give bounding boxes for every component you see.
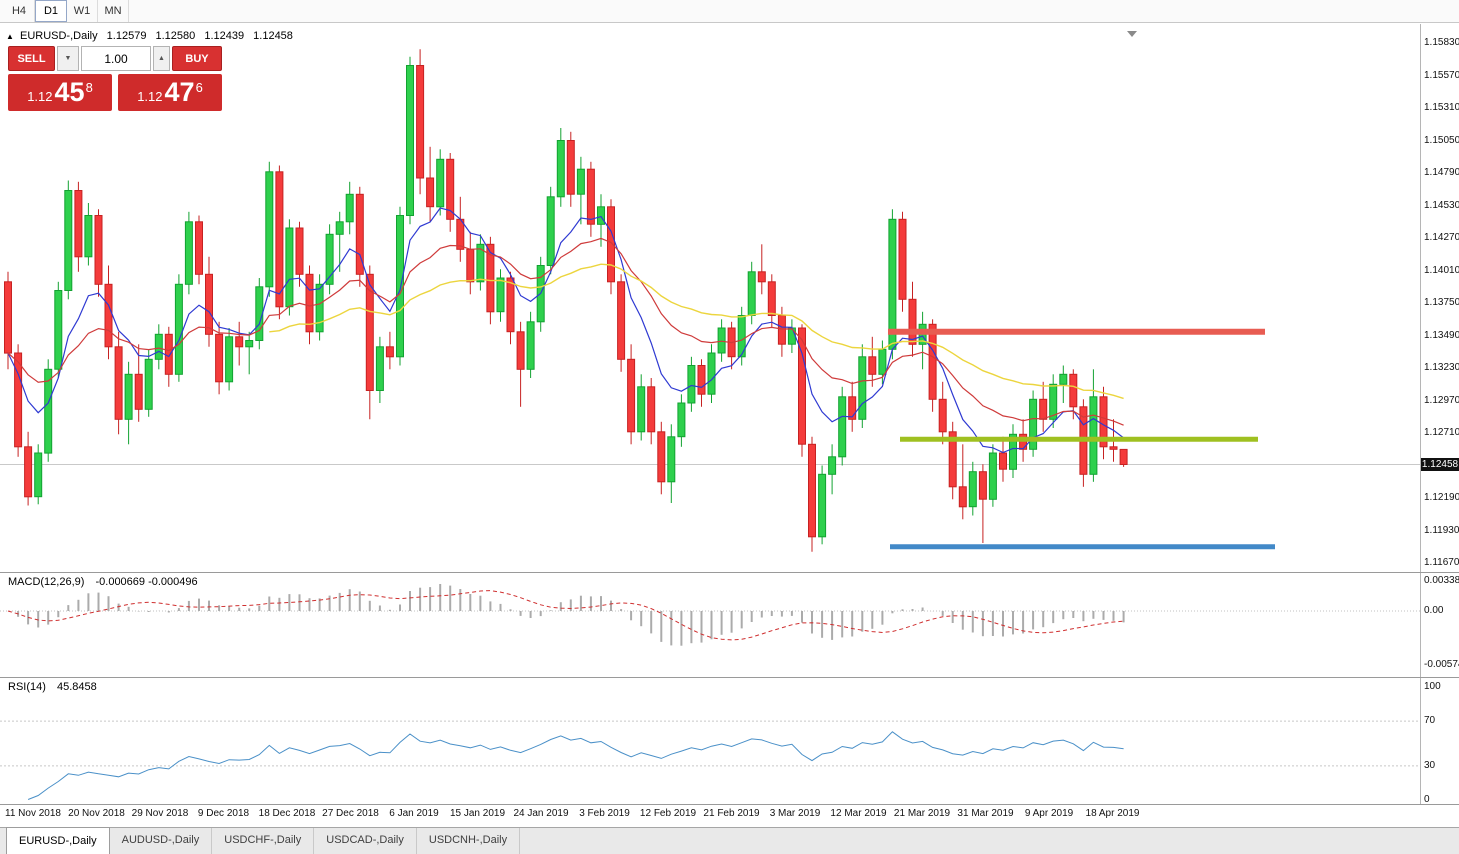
current-price-badge: 1.12458 (1421, 458, 1459, 471)
panel-separator-rsi[interactable] (0, 677, 1459, 678)
candlestick-series (4, 49, 1128, 552)
chart-symbol-label: EURUSD-,Daily (19, 30, 98, 42)
chevron-up-icon: ▲ (158, 55, 165, 62)
chart-tab-usdcad[interactable]: USDCAD-,Daily (314, 828, 417, 854)
macd-label: MACD(12,26,9) -0.000669 -0.000496 (8, 576, 198, 588)
chart-tabs-bar: EURUSD-,Daily AUDUSD-,Daily USDCHF-,Dail… (0, 827, 1459, 854)
volume-decrease-button[interactable]: ▼ (57, 46, 79, 71)
rsi-value: 45.8458 (56, 681, 97, 693)
chart-tab-usdcnh[interactable]: USDCNH-,Daily (417, 828, 521, 854)
panel-separator-macd[interactable] (0, 572, 1459, 573)
ma-mid-line (7, 237, 1124, 426)
rsi-line (27, 731, 1124, 800)
buy-price-pips: 47 (164, 77, 195, 107)
timeframe-tab-d1[interactable]: D1 (35, 0, 67, 22)
chart-tab-usdchf[interactable]: USDCHF-,Daily (212, 828, 315, 854)
buy-price-display[interactable]: 1.12 47 6 (118, 74, 222, 111)
rsi-name: RSI(14) (8, 681, 46, 693)
timeframe-tab-w1[interactable]: W1 (67, 0, 98, 22)
time-axis-separator (0, 804, 1459, 805)
ohlc-close: 1.12458 (253, 30, 293, 42)
macd-name: MACD(12,26,9) (8, 576, 85, 588)
macd-signal-line (7, 590, 1124, 641)
one-click-trading-panel: SELL ▼ ▲ BUY 1.12 45 8 1.12 47 6 (8, 46, 222, 111)
sell-price-pips: 45 (54, 77, 85, 107)
ma-slow-line (269, 263, 1124, 400)
buy-price-prefix: 1.12 (137, 89, 163, 104)
symbol-marker-icon: ▲ (6, 32, 14, 41)
ma-fast-line (7, 207, 1124, 454)
macd-histogram (17, 584, 1125, 646)
price-axis-separator (1420, 24, 1421, 804)
chart-tab-audusd[interactable]: AUDUSD-,Daily (110, 828, 213, 854)
timeframe-tab-h4[interactable]: H4 (4, 0, 35, 22)
macd-values: -0.000669 -0.000496 (95, 576, 198, 588)
ohlc-high: 1.12580 (155, 30, 196, 42)
chevron-down-icon: ▼ (64, 55, 72, 62)
chart-shift-marker-icon[interactable] (1127, 31, 1137, 37)
chart-title: ▲ EURUSD-,Daily 1.12579 1.12580 1.12439 … (6, 30, 293, 42)
sell-price-prefix: 1.12 (27, 89, 53, 104)
timeframe-toolbar: H4 D1 W1 MN (0, 0, 1459, 23)
sell-button[interactable]: SELL (8, 46, 55, 71)
ohlc-low: 1.12439 (204, 30, 245, 42)
buy-price-point: 6 (195, 80, 203, 95)
timeframe-tab-mn[interactable]: MN (98, 0, 129, 22)
sell-price-display[interactable]: 1.12 45 8 (8, 74, 112, 111)
chart-tab-eurusd[interactable]: EURUSD-,Daily (6, 827, 110, 854)
rsi-label: RSI(14) 45.8458 (8, 681, 97, 693)
sell-price-point: 8 (85, 80, 93, 95)
volume-increase-button[interactable]: ▲ (153, 46, 170, 71)
volume-input[interactable] (81, 46, 151, 71)
buy-button[interactable]: BUY (172, 46, 222, 71)
ohlc-open: 1.12579 (106, 30, 147, 42)
